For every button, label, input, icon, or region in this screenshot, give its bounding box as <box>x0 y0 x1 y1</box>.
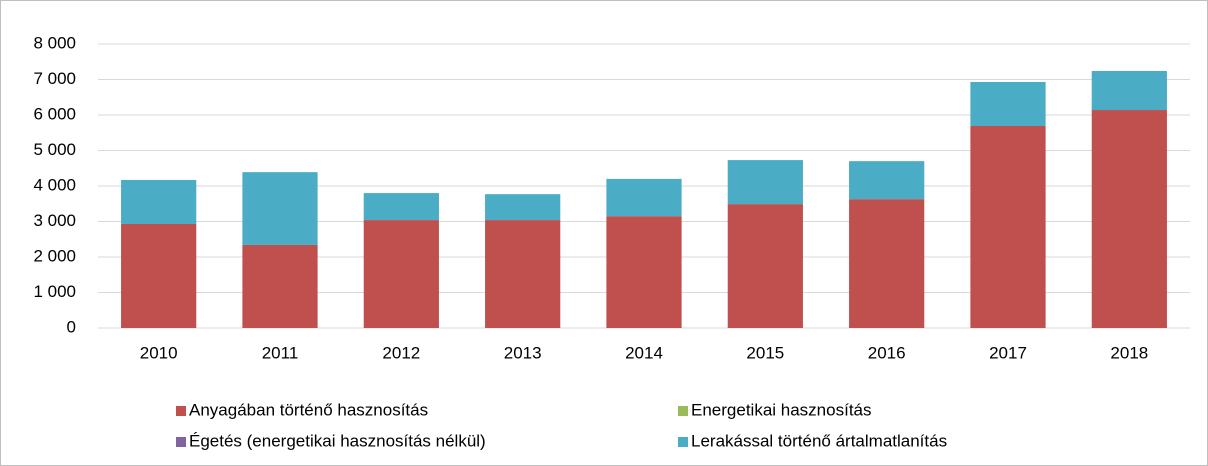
y-tick-label: 4 000 <box>33 175 76 194</box>
y-tick-label: 7 000 <box>33 69 76 88</box>
legend-swatch <box>678 437 688 447</box>
bar-segment <box>363 193 439 221</box>
x-tick-label: 2010 <box>140 343 178 362</box>
y-tick-label: 5 000 <box>33 140 76 159</box>
bar-segment <box>727 160 803 205</box>
y-tick-label: 3 000 <box>33 211 76 230</box>
legend-label: Égetés (energetikai hasznosítás nélkül) <box>189 431 486 450</box>
bar-segment <box>485 194 561 221</box>
bar-segment <box>849 161 925 200</box>
bar-segment <box>242 172 318 245</box>
bar-segment <box>242 244 318 328</box>
legend-label: Energetikai hasznosítás <box>691 400 872 419</box>
bar-segment <box>121 179 197 224</box>
bar-segment <box>1091 70 1167 111</box>
legend-label: Lerakással történő ártalmatlanítás <box>691 431 947 450</box>
legend-swatch <box>678 406 688 416</box>
bar-segment <box>606 178 682 217</box>
x-tick-label: 2016 <box>868 343 906 362</box>
y-tick-label: 2 000 <box>33 246 76 265</box>
bar-segment <box>121 223 197 328</box>
y-tick-label: 1 000 <box>33 282 76 301</box>
bar-segment <box>849 199 925 328</box>
legend-label: Anyagában történő hasznosítás <box>189 400 428 419</box>
legend-swatch <box>176 437 186 447</box>
x-tick-label: 2014 <box>625 343 663 362</box>
x-tick-label: 2017 <box>989 343 1027 362</box>
bar-segment <box>727 204 803 328</box>
y-tick-label: 6 000 <box>33 104 76 123</box>
bar-segment <box>363 220 439 328</box>
bar-segment <box>970 126 1046 328</box>
x-tick-label: 2018 <box>1110 343 1148 362</box>
bar-segment <box>485 220 561 328</box>
x-tick-label: 2013 <box>504 343 542 362</box>
x-tick-label: 2011 <box>262 343 299 362</box>
legend-swatch <box>176 406 186 416</box>
x-tick-label: 2012 <box>382 343 420 362</box>
bar-segment <box>606 216 682 328</box>
bar-segment <box>1091 110 1167 328</box>
bar-segment <box>970 81 1046 127</box>
y-tick-label: 8 000 <box>33 33 76 52</box>
y-tick-label: 0 <box>67 317 76 336</box>
x-tick-label: 2015 <box>746 343 784 362</box>
